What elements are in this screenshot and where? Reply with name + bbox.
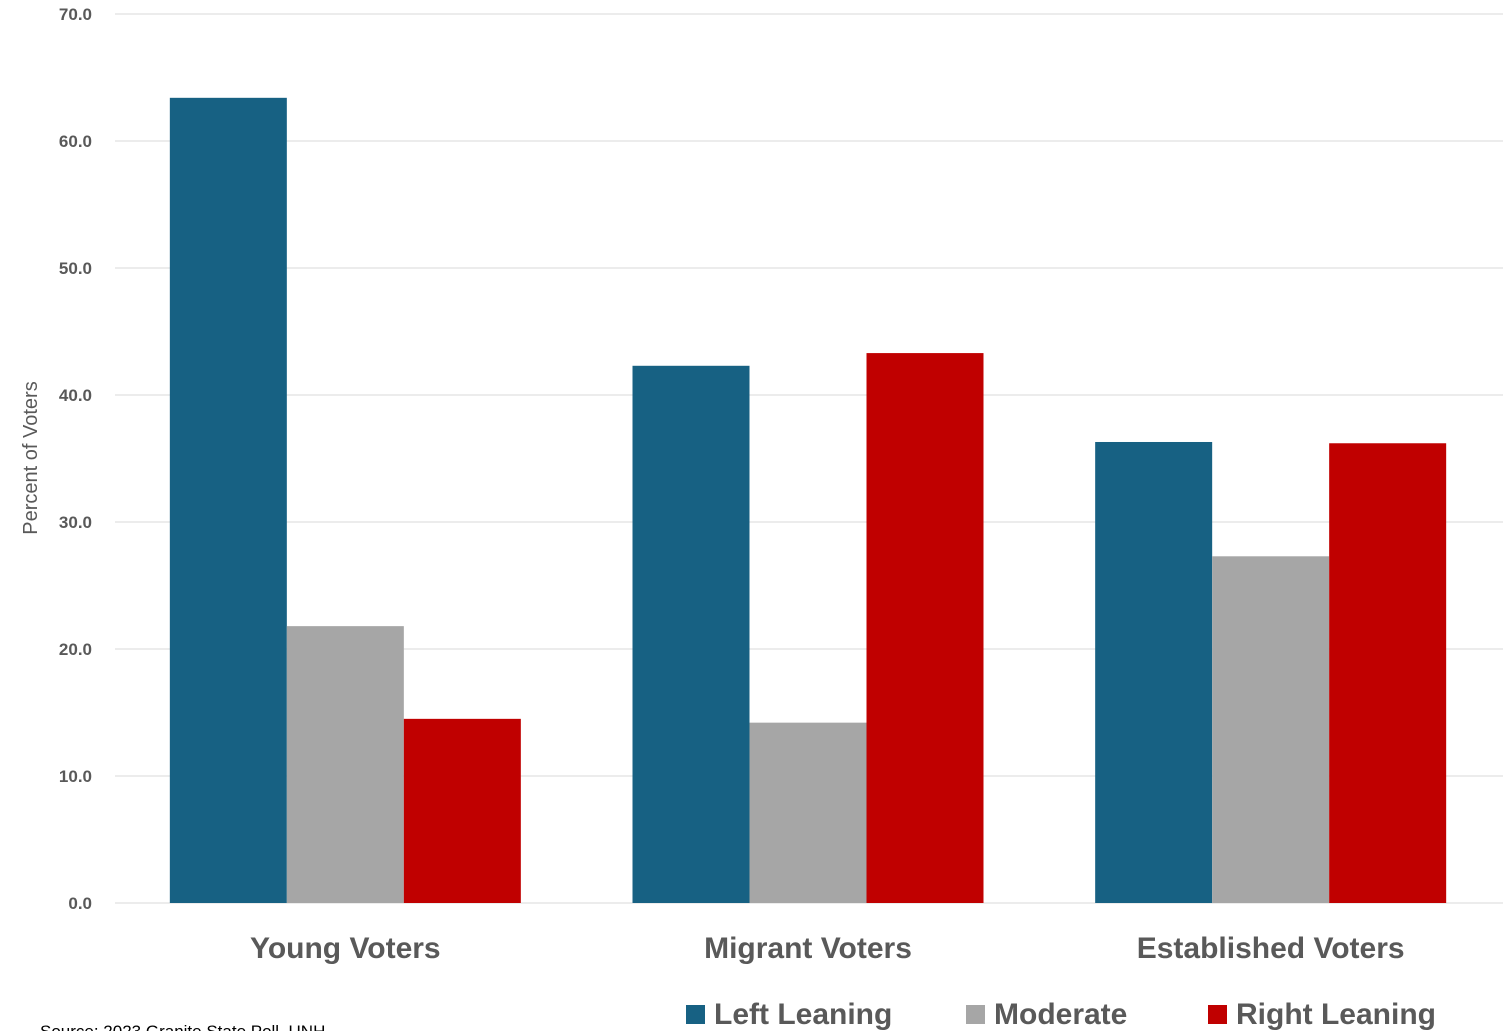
bar-moderate [1212,556,1330,903]
y-axis-title: Percent of Voters [20,381,42,534]
legend-swatch [1208,1005,1227,1024]
bar-left-leaning [632,365,750,903]
category-label: Migrant Voters [704,932,912,965]
legend-swatch [966,1005,985,1024]
legend-label: Moderate [994,998,1127,1031]
category-label: Established Voters [1137,932,1405,965]
legend-label: Right Leaning [1236,998,1436,1031]
legend-swatch [686,1005,705,1024]
legend-label: Left Leaning [714,998,892,1031]
category-labels: Young Voters Migrant Voters Established Vo… [250,932,1405,965]
legend: Left Leaning Moderate Right Leaning [686,998,1436,1031]
y-tick-label: 0.0 [68,894,92,913]
source-note: Source: 2023 Granite State Poll, UNH [40,1022,325,1031]
y-tick-label: 50.0 [59,259,92,278]
y-tick-label: 40.0 [59,386,92,405]
y-tick-label: 10.0 [59,767,92,786]
y-tick-label: 60.0 [59,132,92,151]
bar-right-leaning [1329,443,1447,903]
bar-right-leaning [403,718,521,903]
y-tick-label: 70.0 [59,5,92,24]
bar-right-leaning [866,353,984,904]
bar-left-leaning [1095,441,1213,903]
y-axis-tick-labels: 0.0 10.0 20.0 30.0 40.0 50.0 60.0 70.0 [59,5,92,913]
bars [169,97,1447,904]
y-tick-label: 20.0 [59,640,92,659]
category-label: Young Voters [250,932,441,965]
bar-moderate [749,722,867,903]
bar-moderate [286,626,404,903]
bar-left-leaning [169,97,287,903]
y-tick-label: 30.0 [59,513,92,532]
